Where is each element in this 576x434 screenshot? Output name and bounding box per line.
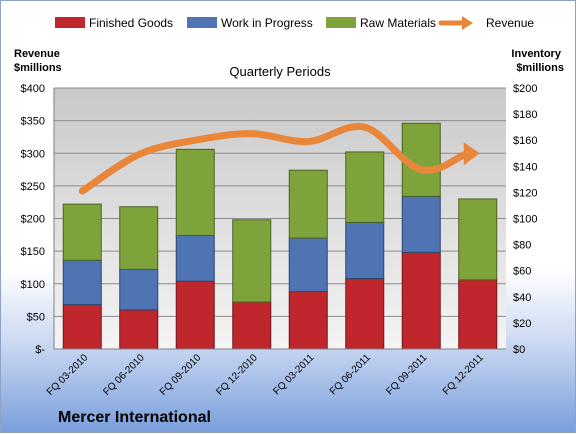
right-tick-label: $20 — [513, 318, 531, 330]
bar-work-in-progress — [62, 259, 102, 306]
right-tick-label: $100 — [513, 214, 537, 226]
bar-work-in-progress — [345, 221, 385, 280]
bar-finished-goods — [288, 291, 328, 350]
company-name: Mercer International — [58, 409, 211, 426]
x-tick-label: FQ 03-2011 — [271, 352, 316, 397]
bar-finished-goods — [62, 304, 102, 350]
x-tick-label: FQ 12-2010 — [214, 352, 260, 398]
bar-finished-goods — [401, 251, 441, 350]
left-tick-label: $300 — [21, 148, 45, 160]
legend-swatch-revenue-arrowhead — [462, 16, 473, 30]
x-tick-label: FQ 06-2010 — [101, 352, 147, 398]
right-axis-title: Inventory $millions — [511, 48, 564, 74]
right-axis-title-line-1: Inventory — [511, 48, 561, 60]
left-tick-label: $150 — [21, 246, 45, 258]
legend-label-work-in-progress: Work in Progress — [221, 16, 313, 30]
bars — [62, 122, 498, 350]
left-tick-label: $- — [35, 344, 45, 356]
right-axis-title-line-2: $millions — [516, 62, 564, 74]
left-axis-title: Revenue $millions — [14, 48, 63, 74]
x-tick-label: FQ 06-2011 — [328, 352, 373, 397]
right-tick-label: $60 — [513, 266, 531, 278]
left-axis-title-line-1: Revenue — [14, 48, 60, 60]
right-tick-label: $40 — [513, 292, 531, 304]
bar-raw-materials — [62, 203, 102, 261]
bar-raw-materials — [288, 169, 328, 239]
right-tick-label: $140 — [513, 161, 537, 173]
x-tick-label: FQ 03-2010 — [45, 352, 91, 398]
left-tick-label: $100 — [21, 279, 45, 291]
bar-finished-goods — [458, 279, 498, 350]
bar-finished-goods — [119, 309, 159, 350]
x-tick-label: FQ 12-2011 — [441, 352, 486, 397]
bar-work-in-progress — [401, 195, 441, 253]
revenue-arrowhead — [463, 142, 480, 166]
bar-raw-materials — [345, 151, 385, 223]
bar-raw-materials — [232, 219, 272, 303]
left-tick-label: $400 — [21, 83, 45, 95]
bar-finished-goods — [345, 278, 385, 350]
bar-raw-materials — [119, 206, 159, 270]
legend-label-revenue: Revenue — [486, 16, 534, 30]
left-tick-label: $50 — [27, 311, 45, 323]
revenue-line — [78, 122, 470, 195]
legend-swatch-finished-goods — [55, 17, 85, 28]
left-tick-label: $350 — [21, 116, 45, 128]
bar-finished-goods — [175, 280, 215, 350]
right-tick-label: $160 — [513, 135, 537, 147]
revenue-line-layer — [78, 122, 480, 195]
x-tick-label: FQ 09-2011 — [384, 352, 429, 397]
right-tick-label: $80 — [513, 240, 531, 252]
right-tick-label: $180 — [513, 109, 537, 121]
bar-raw-materials — [458, 198, 498, 281]
bar-work-in-progress — [288, 237, 328, 293]
legend-swatch-raw-materials — [326, 17, 356, 28]
legend-swatch-work-in-progress — [187, 17, 217, 28]
right-tick-label: $120 — [513, 187, 537, 199]
legend-label-raw-materials: Raw Materials — [360, 16, 436, 30]
right-tick-label: $200 — [513, 83, 537, 95]
left-axis-title-line-2: $millions — [14, 62, 62, 74]
left-tick-label: $250 — [21, 181, 45, 193]
chart-title: Quarterly Periods — [229, 64, 331, 79]
right-tick-label: $0 — [513, 344, 525, 356]
bar-finished-goods — [232, 301, 272, 350]
legend: Finished Goods Work in Progress Raw Mate… — [55, 16, 534, 30]
x-tick-label: FQ 09-2010 — [158, 352, 204, 398]
bar-work-in-progress — [119, 268, 159, 311]
legend-label-finished-goods: Finished Goods — [89, 16, 173, 30]
bar-work-in-progress — [175, 234, 215, 282]
bar-raw-materials — [175, 148, 215, 236]
left-tick-label: $200 — [21, 214, 45, 226]
